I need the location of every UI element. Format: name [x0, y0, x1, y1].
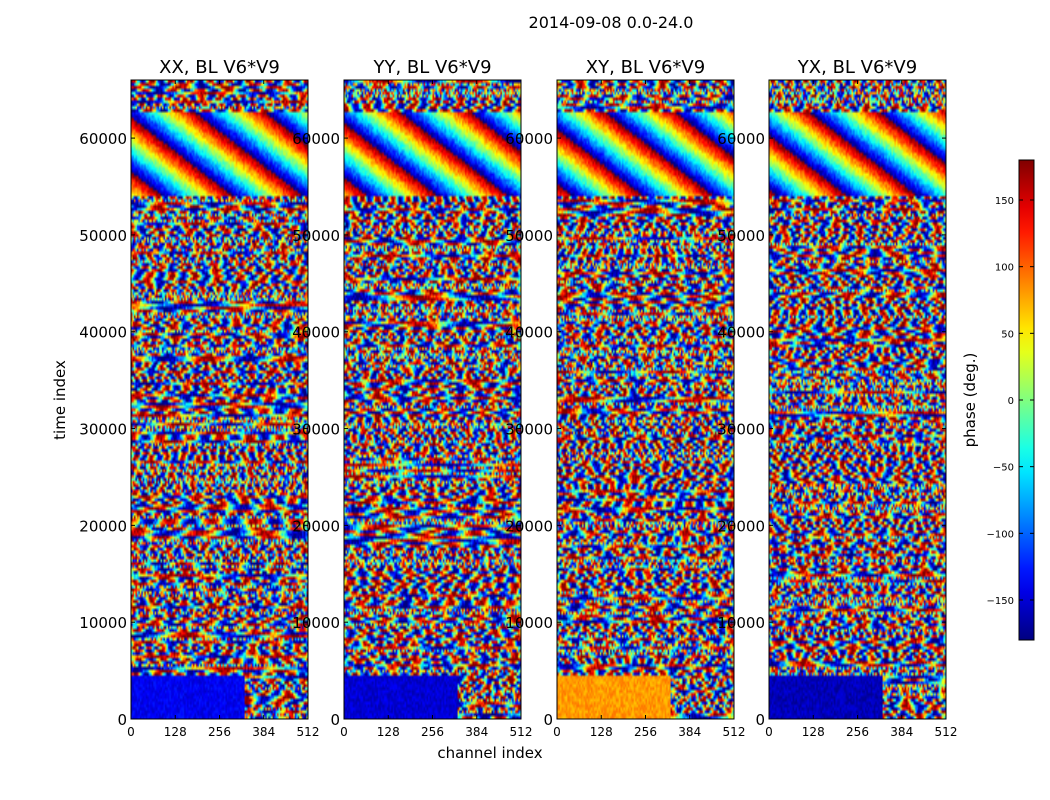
- x-tick-label: 384: [252, 725, 275, 739]
- heatmap-image: [131, 80, 308, 719]
- y-tick-label: 40000: [505, 324, 553, 342]
- y-tick-label: 30000: [79, 421, 127, 439]
- colorbar-tick-label: −150: [987, 596, 1014, 607]
- figure-title: 2014-09-08 0.0-24.0: [529, 13, 694, 32]
- colorbar-label: phase (deg.): [961, 353, 979, 448]
- y-tick-label: 0: [543, 711, 553, 729]
- y-tick-label: 0: [330, 711, 340, 729]
- x-tick-label: 384: [678, 725, 701, 739]
- y-axis-label: time index: [51, 360, 69, 440]
- y-tick-label: 50000: [505, 227, 553, 245]
- y-tick-label: 50000: [79, 227, 127, 245]
- y-tick-label: 10000: [79, 614, 127, 632]
- x-tick-label: 0: [340, 725, 348, 739]
- x-tick-label: 512: [723, 725, 746, 739]
- x-tick-label: 512: [510, 725, 533, 739]
- y-tick-label: 10000: [505, 614, 553, 632]
- panel-1: XX, BL V6*V9 0 128 256 384 512 0 10000 20000 3000…: [79, 57, 319, 739]
- x-tick-label: 512: [297, 725, 320, 739]
- y-tick-label: 20000: [505, 517, 553, 535]
- x-tick-label: 256: [208, 725, 231, 739]
- panels-group: XX, BL V6*V9 0 128 256 384 512 0 10000 20000 3000…: [79, 57, 957, 739]
- panel-3: XY, BL V6*V9 0 128 256 384 512 0 10000 20000 3000…: [505, 57, 745, 739]
- panel-title: XY, BL V6*V9: [586, 57, 705, 78]
- colorbar-tick-label: 150: [995, 196, 1014, 207]
- y-tick-label: 60000: [505, 130, 553, 148]
- colorbar-tick-label: 50: [1001, 329, 1014, 340]
- panel-4: YX, BL V6*V9 0 128 256 384 512 0 10000 20000 3000…: [717, 57, 957, 739]
- x-tick-label: 512: [935, 725, 958, 739]
- panel-title: YX, BL V6*V9: [797, 57, 917, 78]
- panel-title: YY, BL V6*V9: [372, 57, 491, 78]
- y-tick-label: 20000: [79, 517, 127, 535]
- y-tick-label: 0: [755, 711, 765, 729]
- x-tick-label: 0: [553, 725, 561, 739]
- y-tick-label: 60000: [292, 130, 340, 148]
- colorbar-tick-label: 0: [1008, 396, 1014, 407]
- colorbar-tick-label: −100: [987, 529, 1014, 540]
- y-tick-label: 60000: [79, 130, 127, 148]
- y-tick-label: 60000: [717, 130, 765, 148]
- y-tick-label: 10000: [717, 614, 765, 632]
- panel-title: XX, BL V6*V9: [159, 57, 280, 78]
- colorbar: −150 −100 −50 0 50 100 150 phase (deg.): [961, 159, 1035, 641]
- x-axis-label: channel index: [437, 744, 542, 762]
- x-tick-label: 384: [465, 725, 488, 739]
- panel-2: YY, BL V6*V9 0 128 256 384 512 0 10000 20000 3000…: [292, 57, 532, 739]
- x-tick-label: 384: [890, 725, 913, 739]
- colorbar-tick-label: 100: [995, 263, 1014, 274]
- x-tick-label: 128: [164, 725, 187, 739]
- y-tick-label: 50000: [292, 227, 340, 245]
- x-tick-label: 0: [765, 725, 773, 739]
- heatmap-image: [769, 80, 946, 719]
- x-tick-label: 128: [802, 725, 825, 739]
- heatmap-image: [557, 80, 734, 719]
- x-tick-label: 256: [846, 725, 869, 739]
- y-tick-label: 30000: [717, 421, 765, 439]
- y-tick-label: 20000: [292, 517, 340, 535]
- y-tick-label: 10000: [292, 614, 340, 632]
- x-tick-label: 256: [634, 725, 657, 739]
- y-tick-label: 20000: [717, 517, 765, 535]
- y-tick-label: 50000: [717, 227, 765, 245]
- x-tick-label: 128: [377, 725, 400, 739]
- y-tick-label: 40000: [717, 324, 765, 342]
- y-tick-label: 40000: [79, 324, 127, 342]
- x-tick-label: 128: [590, 725, 613, 739]
- colorbar-tick-label: −50: [993, 463, 1014, 474]
- y-tick-label: 30000: [505, 421, 553, 439]
- y-tick-label: 40000: [292, 324, 340, 342]
- y-tick-label: 0: [117, 711, 127, 729]
- x-tick-label: 256: [421, 725, 444, 739]
- x-tick-label: 0: [127, 725, 135, 739]
- y-tick-label: 30000: [292, 421, 340, 439]
- heatmap-image: [344, 80, 521, 719]
